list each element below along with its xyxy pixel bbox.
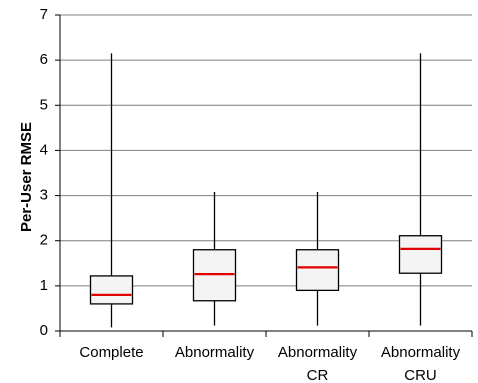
y-tick-label: 1	[40, 277, 48, 294]
x-category-label: CR	[307, 367, 329, 383]
box-2	[192, 191, 237, 326]
box-iqr	[295, 249, 340, 292]
box-iqr	[398, 235, 443, 274]
x-category-label: Abnormality	[381, 344, 461, 361]
y-tick-label: 7	[40, 6, 48, 23]
y-tick-label: 2	[40, 232, 48, 249]
y-tick-label: 0	[40, 322, 48, 339]
x-category-label: Abnormality	[278, 344, 358, 361]
box-4	[398, 53, 443, 326]
axes	[55, 14, 473, 337]
labels: 0 1 2 3 4 5 6 7 Complete Abnormality Abnormality CR…	[40, 6, 461, 383]
boxes	[89, 53, 443, 328]
box-iqr	[192, 249, 237, 302]
x-category-label: Abnormality	[175, 344, 255, 361]
y-axis-title: Per-User RMSE	[18, 122, 35, 232]
box-iqr	[89, 275, 134, 305]
gridlines	[60, 14, 472, 287]
x-category-label: CRU	[404, 367, 437, 383]
x-category-label: Complete	[79, 344, 143, 361]
y-tick-label: 6	[40, 51, 48, 68]
box-3	[295, 191, 340, 326]
box-1	[89, 53, 134, 328]
y-tick-label: 4	[40, 141, 48, 158]
y-tick-label: 5	[40, 96, 48, 113]
y-tick-label: 3	[40, 187, 48, 204]
